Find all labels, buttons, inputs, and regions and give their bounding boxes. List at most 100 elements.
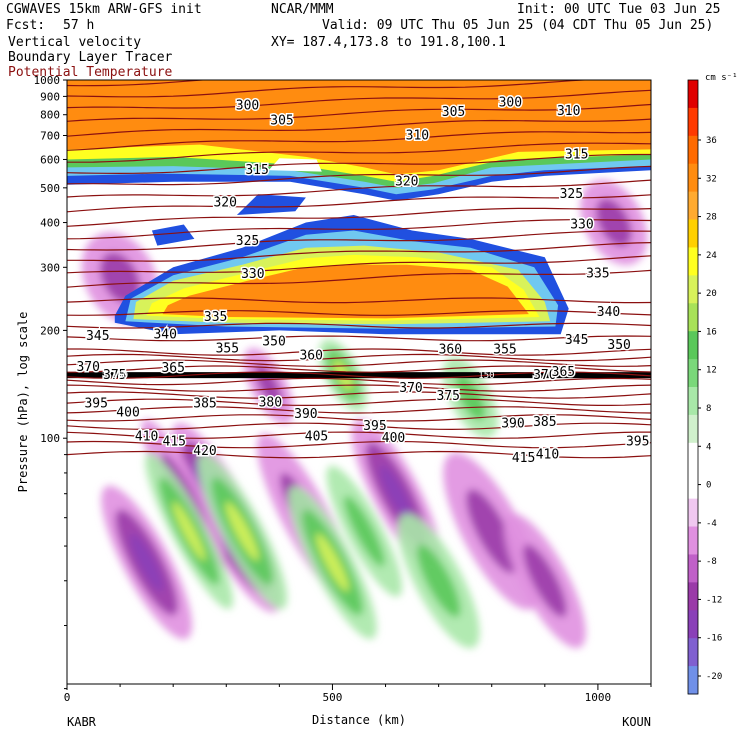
theta-label: 375 [436, 389, 459, 404]
header-model: CGWAVES 15km ARW-GFS init [6, 2, 202, 17]
theta-label: 415 [163, 434, 186, 449]
header-fcst-value: 57 h [63, 18, 95, 33]
theta-label: 360 [439, 342, 462, 357]
vertical-velocity-contour [172, 501, 206, 561]
theta-label: 345 [86, 329, 109, 344]
theta-label: 300 [236, 98, 259, 113]
theta-contour [67, 230, 651, 251]
y-tick-label: 100 [40, 432, 60, 445]
theta-label: 395 [626, 434, 649, 449]
theta-contour [67, 118, 651, 137]
potential-temperature-contours [67, 80, 651, 459]
theta-label: 370 [399, 381, 422, 396]
tropopause-label: 150 [112, 371, 128, 381]
theta-contour [67, 414, 651, 422]
vertical-velocity-contour [455, 374, 486, 421]
theta-label: 360 [299, 349, 322, 364]
vertical-velocity-contour [416, 544, 461, 618]
header-xy: XY= 187.4,173.8 to 191.8,100.1 [271, 35, 506, 50]
theta-contour [67, 398, 651, 407]
theta-label: 375 [103, 368, 126, 383]
theta-label: 325 [560, 187, 583, 202]
colorbar-swatch [688, 135, 698, 165]
theta-contour [67, 153, 651, 175]
theta-label: 340 [153, 327, 176, 342]
y-tick-label: 700 [40, 129, 60, 142]
colorbar-unit: cm s⁻¹ [705, 73, 738, 83]
theta-label: 325 [236, 234, 259, 249]
colorbar-tick-label: -4 [706, 519, 717, 529]
theta-contour [67, 431, 651, 439]
y-tick-label: 900 [40, 90, 60, 103]
theta-contour [67, 450, 651, 459]
theta-label: 315 [245, 163, 268, 178]
colorbar-swatch [688, 414, 698, 444]
theta-contour [67, 255, 651, 274]
y-tick-label: 600 [40, 153, 60, 166]
colorbar-tick-label: 24 [706, 251, 717, 261]
tracer-layer-edge [236, 194, 306, 215]
vertical-velocity-contour [225, 501, 259, 561]
colorbar-swatch [688, 442, 698, 472]
theta-contour [67, 80, 595, 98]
theta-label: 335 [586, 267, 609, 282]
theta-label: 345 [565, 333, 588, 348]
theta-label: 370 [76, 360, 99, 375]
theta-label: 350 [262, 335, 285, 350]
colorbar-tick-label: -20 [706, 672, 722, 682]
theta-label: 390 [501, 416, 524, 431]
theta-label: 355 [493, 342, 516, 357]
header-org: NCAR/MMM [271, 2, 334, 17]
theta-contour [67, 406, 651, 414]
header-fcst-label: Fcst: [6, 18, 46, 33]
theta-label: 305 [442, 105, 465, 120]
theta-label: 315 [565, 147, 588, 162]
theta-contour [67, 165, 651, 186]
theta-label: 415 [512, 451, 535, 466]
vertical-velocity-contour [379, 465, 413, 523]
colorbar-swatch [688, 498, 698, 528]
theta-label: 395 [84, 397, 107, 412]
tropopause-line [67, 372, 651, 379]
theta-label: 365 [161, 361, 184, 376]
colorbar-frame [687, 79, 699, 695]
theta-contour [67, 322, 651, 329]
colorbar-tick-label: 20 [706, 289, 717, 299]
colorbar-tick-label: 4 [706, 442, 711, 452]
theta-label: 355 [216, 342, 239, 357]
theta-label: 350 [607, 338, 630, 353]
theta-contour [67, 391, 651, 399]
colorbar-swatch [688, 80, 698, 109]
theta-label: 320 [395, 175, 418, 190]
theta-contour [67, 207, 651, 227]
theta-contour [67, 377, 651, 386]
colorbar-swatch [688, 219, 698, 248]
colorbar-tick-label: -12 [706, 595, 722, 605]
colorbar-tick-label: 0 [706, 481, 711, 491]
colorbar-swatch [688, 163, 698, 193]
colorbar-swatch [688, 387, 698, 416]
y-tick-label: 300 [40, 261, 60, 274]
theta-contour [67, 142, 651, 163]
x-tick-label: 500 [323, 691, 343, 704]
theta-label: 305 [270, 114, 293, 129]
vertical-velocity-feature [288, 485, 377, 640]
colorbar-tick-label: 32 [706, 174, 717, 184]
theta-contour [67, 422, 651, 431]
vertical-velocity-feature [197, 453, 288, 610]
theta-label: 400 [382, 431, 405, 446]
colorbar-swatch [688, 526, 698, 555]
theta-contour [67, 103, 651, 122]
header-field-vertical-velocity: Vertical velocity [8, 35, 142, 50]
vertical-velocity-contour [344, 495, 385, 567]
tracer-layer-core [162, 264, 529, 319]
theta-label: 340 [597, 305, 620, 320]
theta-label: 310 [406, 128, 429, 143]
vertical-velocity-field [81, 179, 648, 649]
plot-frame [66, 79, 652, 685]
theta-contour [67, 440, 651, 449]
theta-contour [67, 353, 651, 362]
theta-contour [67, 371, 651, 379]
endpoint-left-label: KABR [67, 715, 97, 729]
colorbar-swatch [688, 359, 698, 388]
